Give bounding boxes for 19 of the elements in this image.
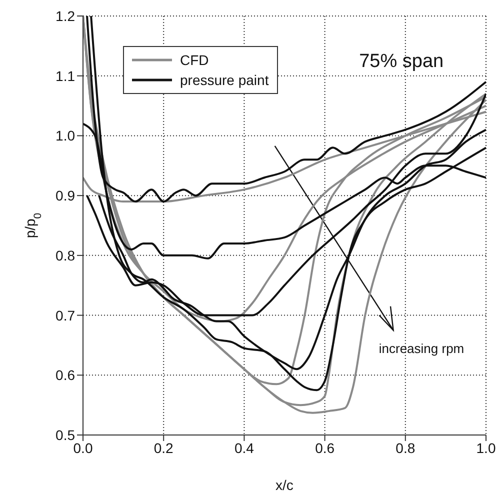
y-tick-label: 0.6 xyxy=(56,367,76,384)
x-tick-label: 0.0 xyxy=(73,440,93,456)
x-tick-label: 0.8 xyxy=(396,440,416,456)
y-tick-label: 0.5 xyxy=(56,426,76,443)
y-tick-label: 0.7 xyxy=(56,307,76,324)
x-tick-label: 0.4 xyxy=(234,440,254,456)
annotation: 75% span xyxy=(359,50,444,72)
x-tick-label: 0.2 xyxy=(154,440,174,456)
y-tick-label: 0.8 xyxy=(56,247,76,264)
legend-label: CFD xyxy=(180,52,209,68)
y-tick-label: 1.1 xyxy=(56,68,76,84)
y-tick-label: 1.2 xyxy=(56,8,76,24)
x-tick-label: 1.0 xyxy=(476,440,496,456)
annotation: increasing rpm xyxy=(378,340,464,356)
x-axis-title: x/c xyxy=(276,477,294,493)
y-tick-label: 1.0 xyxy=(56,128,76,144)
x-tick-label: 0.6 xyxy=(315,440,335,456)
legend-label: pressure paint xyxy=(180,72,269,88)
y-tick-label: 0.9 xyxy=(56,188,76,204)
